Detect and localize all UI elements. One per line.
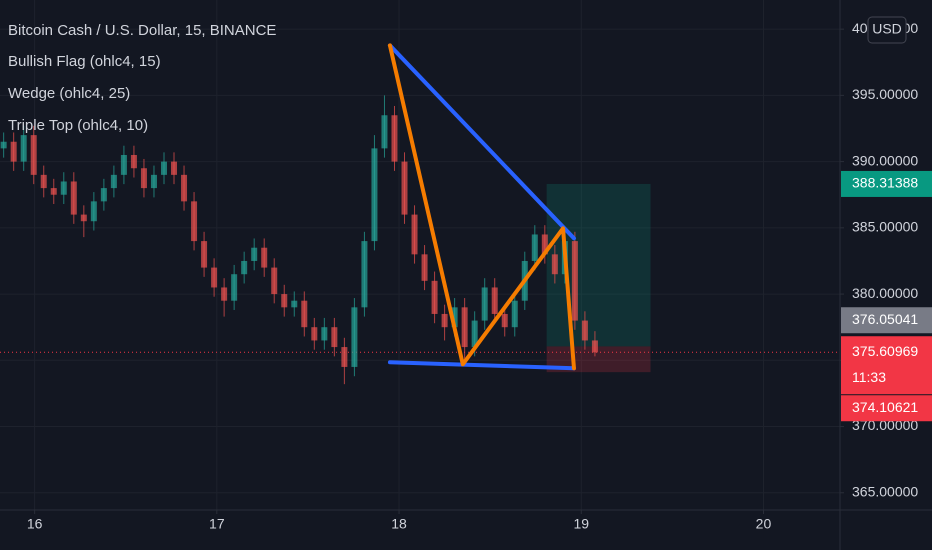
- candle-body: [321, 327, 328, 341]
- candle-body: [361, 241, 368, 308]
- candle-body: [391, 115, 398, 162]
- stop-label: 374.10621: [852, 399, 918, 415]
- currency-button[interactable]: [867, 16, 907, 44]
- candle-body: [70, 181, 77, 215]
- candle-body: [201, 241, 208, 268]
- indicator: Wedge (ohlc4, 25): [8, 85, 130, 102]
- candle-body: [140, 168, 147, 189]
- candle-body: [501, 313, 508, 328]
- candle-body: [441, 313, 448, 328]
- candle-body: [581, 320, 588, 341]
- candle-body: [451, 307, 458, 328]
- candle-body: [461, 307, 468, 348]
- x-tick-label: 19: [573, 516, 589, 532]
- candle-body: [271, 267, 278, 295]
- candle-body: [301, 300, 308, 328]
- candle-body: [231, 274, 238, 301]
- last-price-label-bg: [841, 336, 932, 395]
- legend: Bitcoin Cash / U.S. Dollar, 15, BINANCE …: [8, 22, 276, 134]
- target-label: 388.31388: [852, 175, 918, 191]
- candle-body: [50, 188, 57, 195]
- candle-body: [341, 347, 348, 367]
- plot: [0, 43, 840, 385]
- candle-body: [100, 188, 107, 202]
- candle-body: [431, 280, 438, 314]
- candle-body: [401, 161, 408, 215]
- candle-body: [120, 154, 127, 175]
- candle-body: [261, 247, 268, 268]
- candle-body: [90, 201, 97, 222]
- candle-body: [281, 294, 288, 308]
- candle-body: [160, 161, 167, 175]
- y-tick-label: 390.00000: [852, 152, 918, 168]
- countdown: 11:33: [852, 369, 886, 385]
- candle-body: [171, 161, 178, 175]
- candle-body: [411, 214, 418, 255]
- candle-body: [331, 327, 338, 348]
- candle-body: [481, 287, 488, 321]
- candle-body: [291, 300, 298, 308]
- candle-body: [311, 327, 318, 341]
- y-tick-label: 370.00000: [852, 417, 918, 433]
- y-tick-label: 385.00000: [852, 219, 918, 235]
- candle-body: [221, 287, 228, 301]
- candle-body: [491, 287, 498, 314]
- candle-body: [351, 307, 358, 367]
- candle-body: [30, 135, 37, 175]
- x-tick-label: 16: [27, 516, 43, 532]
- candle-body: [191, 201, 198, 242]
- candle-body: [80, 214, 87, 222]
- candle-body: [371, 148, 378, 242]
- indicator: Bullish Flag (ohlc4, 15): [8, 53, 161, 70]
- candle-body: [531, 234, 538, 261]
- y-tick-label: 380.00000: [852, 285, 918, 301]
- trend-drawing: [387, 43, 576, 371]
- candle-body: [241, 260, 248, 275]
- candle-body: [421, 254, 428, 281]
- x-tick-label: 20: [756, 516, 772, 532]
- trend-drawing: [387, 360, 576, 371]
- candle-body: [110, 174, 117, 189]
- entry-label: 376.05041: [852, 311, 918, 327]
- candle-body: [181, 174, 188, 202]
- candle-body: [40, 174, 47, 189]
- y-tick-label: 395.00000: [852, 86, 918, 102]
- y-tick-label: 365.00000: [852, 483, 918, 499]
- entry-label-bg: [841, 307, 932, 334]
- candle-body: [0, 141, 7, 149]
- x-tick-label: 18: [391, 516, 407, 532]
- candle-body: [511, 300, 518, 328]
- indicator: Triple Top (ohlc4, 10): [8, 117, 148, 134]
- candle-body: [60, 181, 67, 195]
- candle-body: [150, 174, 157, 189]
- candle-body: [591, 340, 598, 353]
- currency[interactable]: USD: [872, 21, 902, 37]
- candle-body: [571, 241, 578, 321]
- candle-body: [541, 234, 548, 255]
- stop-label-bg: [841, 395, 932, 422]
- chart-title: Bitcoin Cash / U.S. Dollar, 15, BINANCE: [8, 22, 276, 39]
- last-price-label: 375.60969: [852, 343, 918, 359]
- x-tick-label: 17: [209, 516, 225, 532]
- trend-drawing: [387, 43, 576, 241]
- candle-body: [551, 254, 558, 275]
- target-label-bg: [841, 170, 932, 197]
- candle-body: [251, 247, 258, 261]
- candle-body: [471, 320, 478, 348]
- candle-body: [381, 115, 388, 149]
- candle-body: [20, 135, 27, 162]
- candle-body: [130, 154, 137, 169]
- candle-body: [10, 141, 17, 162]
- candle-body: [211, 267, 218, 288]
